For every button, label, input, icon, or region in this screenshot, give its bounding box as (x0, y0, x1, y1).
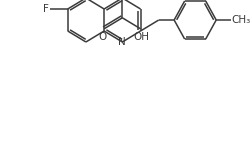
Text: CH₃: CH₃ (231, 15, 250, 25)
Text: O: O (98, 32, 106, 42)
Text: OH: OH (133, 32, 149, 42)
Text: N: N (118, 37, 126, 47)
Text: F: F (43, 4, 49, 14)
